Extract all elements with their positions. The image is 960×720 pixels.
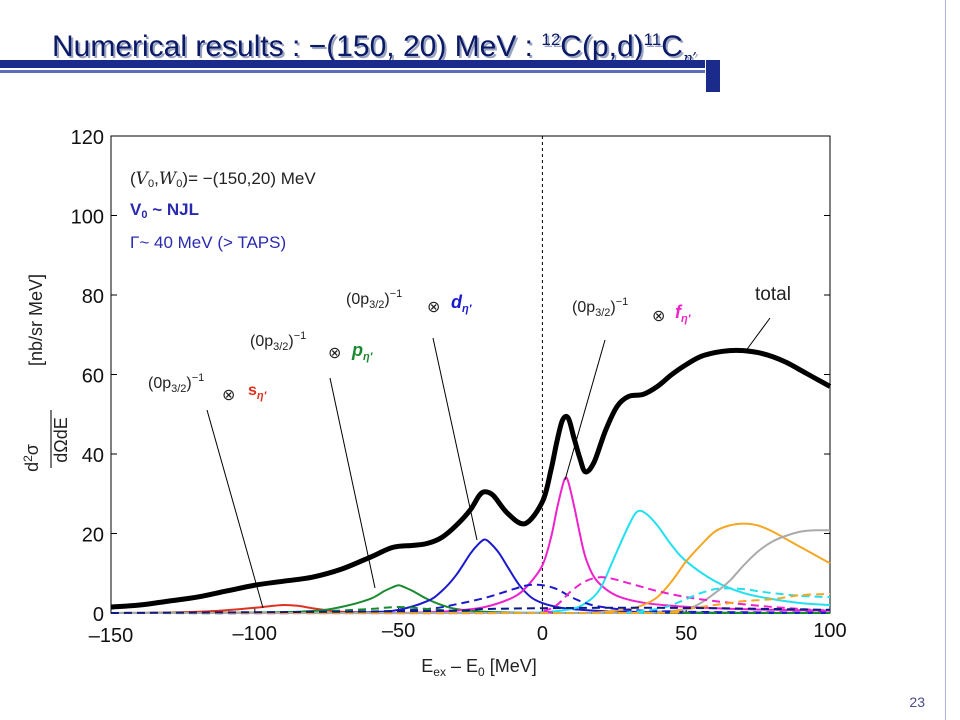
- y-axis-label: d2σ dΩdE [nb/sr MeV]: [21, 274, 71, 472]
- leader-line-d: [432, 337, 478, 541]
- params-line-1: (V0,W0)= −(150,20) MeV: [130, 169, 316, 190]
- curve-h-solid: [110, 522, 831, 615]
- curve-d-solid: [110, 538, 831, 615]
- title-end-block: [706, 60, 720, 92]
- curve-d-dashed: [110, 583, 831, 615]
- label-p-otimes: ⊗: [328, 345, 341, 362]
- label-f-state: (0p3/2)−1: [572, 296, 628, 319]
- leader-line-f: [564, 339, 606, 481]
- label-f-otimes: ⊗: [652, 308, 665, 325]
- y-tick-label: 120: [71, 127, 104, 149]
- label-f-wave: fη′: [675, 302, 692, 325]
- page-number: 23: [909, 694, 925, 710]
- x-tick-label: –50: [382, 620, 415, 642]
- y-tick-label: 100: [71, 207, 104, 229]
- svg-text:d2σ: d2σ: [21, 444, 42, 472]
- x-tick-label: –150: [89, 625, 134, 647]
- leader-line-s: [206, 409, 264, 609]
- curve-f-dashed: [110, 576, 831, 615]
- x-tick-label: 0: [537, 623, 548, 645]
- curve-dashed_extra-dashed: [110, 606, 831, 614]
- label-d-state: (0p3/2)−1: [346, 288, 402, 311]
- y-tick-label: 20: [82, 525, 104, 547]
- svg-text:dΩdE: dΩdE: [51, 417, 71, 462]
- y-tick-label: 0: [93, 604, 104, 626]
- title-underline-bar: [0, 60, 705, 68]
- curve-i-solid: [110, 529, 831, 615]
- title-underline-thin: [0, 70, 705, 73]
- params-line-2: V0 ~ NJL: [130, 200, 199, 221]
- x-tick-label: 100: [813, 620, 846, 642]
- plot-frame: [110, 135, 831, 614]
- label-s-otimes: ⊗: [222, 387, 235, 404]
- label-s-wave: sη′: [248, 382, 268, 402]
- y-tick-label: 80: [82, 286, 104, 308]
- curves-group: [110, 347, 832, 615]
- label-d-wave: dη′: [451, 292, 473, 315]
- label-p-state: (0p3/2)−1: [250, 330, 306, 353]
- slide-right-rule: [945, 0, 946, 720]
- label-s-state: (0p3/2)−1: [148, 372, 204, 395]
- axis-ticks: 0 20 40 60 80 100 120 –150 –100 –50 0 50 100: [71, 127, 847, 647]
- svg-text:[nb/sr MeV]: [nb/sr MeV]: [26, 274, 46, 366]
- curve-total-solid: [110, 347, 832, 610]
- y-tick-label: 60: [82, 366, 104, 388]
- leader-line-total: [744, 317, 771, 353]
- label-total: total: [755, 284, 791, 305]
- label-p-wave: pη′: [351, 340, 374, 363]
- label-d-otimes: ⊗: [427, 299, 440, 316]
- x-tick-label: 50: [675, 623, 697, 645]
- x-tick-label: –100: [233, 623, 278, 645]
- leader-line-p: [329, 377, 376, 589]
- params-line-3: Γ~ 40 MeV (> TAPS): [130, 233, 286, 252]
- y-tick-label: 40: [82, 445, 104, 467]
- x-axis-label: Eex – E0 [MeV]: [421, 656, 536, 679]
- curve-g-solid: [110, 509, 831, 615]
